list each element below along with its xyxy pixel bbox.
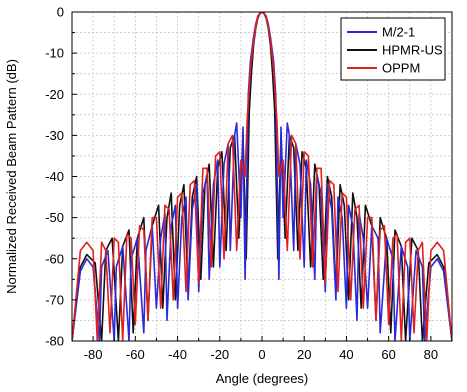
x-tick-label: -60 [126, 347, 145, 362]
y-tick-label: 0 [57, 5, 64, 20]
legend-label-oppm: OPPM [382, 61, 420, 76]
y-tick-label: -30 [45, 128, 64, 143]
x-tick-label: -80 [84, 347, 103, 362]
x-tick-label: -20 [210, 347, 229, 362]
axis-ticks: -80 -60 -40 -20 0 20 40 60 80 0 -10 -20 -30 -40 -50 -60… [45, 5, 453, 362]
series-line-hpmr-us [72, 12, 452, 341]
y-tick-label: -20 [45, 87, 64, 102]
x-axis-title: Angle (degrees) [216, 371, 309, 386]
x-tick-label: 80 [424, 347, 438, 362]
x-tick-label: 60 [381, 347, 395, 362]
y-axis-title: Normalized Received Beam Pattern (dB) [4, 59, 19, 294]
y-tick-label: -80 [45, 334, 64, 349]
series-layer [72, 12, 452, 341]
y-tick-label: -60 [45, 251, 64, 266]
x-tick-label: 20 [297, 347, 311, 362]
series-line-m-2-1 [72, 12, 452, 341]
legend: M/2-1 HPMR-US OPPM [340, 17, 446, 81]
x-tick-label: 0 [258, 347, 265, 362]
legend-label-m-2-1: M/2-1 [382, 25, 415, 40]
y-tick-label: -70 [45, 292, 64, 307]
y-tick-label: -50 [45, 210, 64, 225]
series-line-oppm [72, 12, 452, 341]
y-tick-label: -40 [45, 169, 64, 184]
grid [72, 12, 452, 341]
x-tick-label: -40 [168, 347, 187, 362]
y-tick-label: -10 [45, 46, 64, 61]
legend-label-hpmr-us: HPMR-US [382, 43, 443, 58]
x-tick-label: 40 [339, 347, 353, 362]
